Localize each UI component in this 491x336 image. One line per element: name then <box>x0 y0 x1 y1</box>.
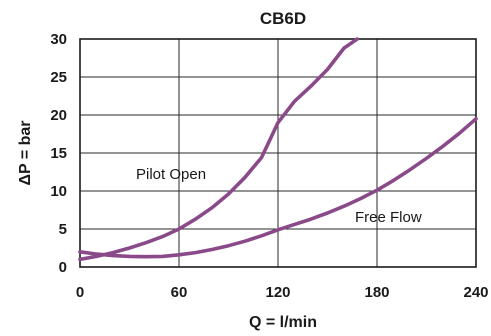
plot-frame <box>79 38 477 268</box>
x-tick-label: 60 <box>171 284 188 301</box>
x-tick-label: 180 <box>364 284 389 301</box>
y-tick-label: 30 <box>50 31 67 48</box>
x-tick-label: 120 <box>265 284 290 301</box>
chart-title: CB6D <box>260 9 306 28</box>
y-tick-label: 0 <box>59 259 67 276</box>
y-tick-label: 5 <box>59 221 67 238</box>
annotation-pilot-open: Pilot Open <box>136 166 206 183</box>
y-tick-label: 10 <box>50 183 67 200</box>
x-tick-label: 240 <box>463 284 488 301</box>
x-axis-label: Q = l/min <box>249 314 317 331</box>
tick-labels: 0 60 120 180 240 0 5 10 15 20 25 30 <box>50 31 488 301</box>
series-line-pilot-open <box>78 37 359 262</box>
y-tick-label: 15 <box>50 145 67 162</box>
series-layer <box>78 37 478 262</box>
annotation-free-flow: Free Flow <box>355 209 422 226</box>
series-line-free-flow <box>78 117 478 259</box>
y-tick-label: 20 <box>50 107 67 124</box>
grid <box>79 38 477 268</box>
y-axis-label: ΔP = bar <box>17 120 34 185</box>
x-tick-label: 0 <box>76 284 84 301</box>
y-tick-label: 25 <box>50 69 67 86</box>
